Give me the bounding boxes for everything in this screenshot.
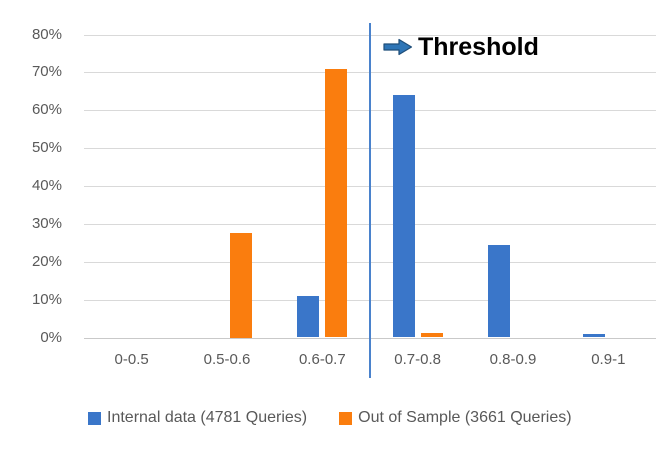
y-axis-label-40%: 40%	[31, 177, 62, 194]
threshold-line	[368, 23, 371, 378]
y-axis-label-70%: 70%	[31, 63, 62, 81]
x-axis-label-0.9-1: 0.9-1	[591, 351, 626, 368]
x-axis-label-0.7-0.8: 0.7-0.8	[394, 351, 441, 368]
y-axis-label-30%: 30%	[31, 214, 62, 232]
y-axis-label-80%: 80%	[31, 25, 62, 43]
right-arrow-icon	[383, 38, 413, 56]
legend-label-internal-data: Internal data (4781 Queries)	[107, 409, 308, 426]
y-axis-label-20%: 20%	[31, 252, 62, 270]
bar-internal-data-0.6-0.7	[297, 295, 320, 338]
threshold-annotation: Threshold	[383, 33, 539, 61]
legend-swatch-out-of-sample	[339, 411, 353, 425]
bar-internal-data-0.7-0.8	[392, 95, 415, 338]
legend-swatch-internal-data	[88, 411, 101, 425]
y-axis-label-60%: 60%	[31, 101, 62, 119]
bar-internal-data-0.9-1	[583, 334, 606, 338]
legend-label-out-of-sample: Out of Sample (3661 Queries)	[358, 409, 572, 426]
y-axis-label-10%: 10%	[31, 290, 62, 308]
y-axis-label-50%: 50%	[31, 139, 62, 157]
x-axis-label-0.8-0.9: 0.8-0.9	[489, 351, 537, 368]
legend: Internal data (4781 Queries) Out of Samp…	[88, 406, 572, 430]
legend-item-internal-data: Internal data (4781 Queries)	[88, 409, 307, 427]
x-axis-label-0.6-0.7: 0.6-0.7	[298, 351, 346, 368]
bar-out-of-sample-0.6-0.7	[325, 68, 348, 338]
bar-out-of-sample-0.7-0.8	[420, 332, 443, 338]
bar-out-of-sample-0.5-0.6	[230, 233, 252, 338]
legend-item-out-of-sample: Out of Sample (3661 Queries)	[339, 409, 572, 427]
y-axis-label-0%: 0%	[40, 328, 62, 346]
x-axis-label-0.5-0.6: 0.5-0.6	[203, 351, 251, 368]
bar-internal-data-0.8-0.9	[488, 244, 510, 338]
threshold-label: Threshold	[418, 33, 539, 61]
x-axis-label-0-0.5: 0-0.5	[114, 351, 149, 368]
